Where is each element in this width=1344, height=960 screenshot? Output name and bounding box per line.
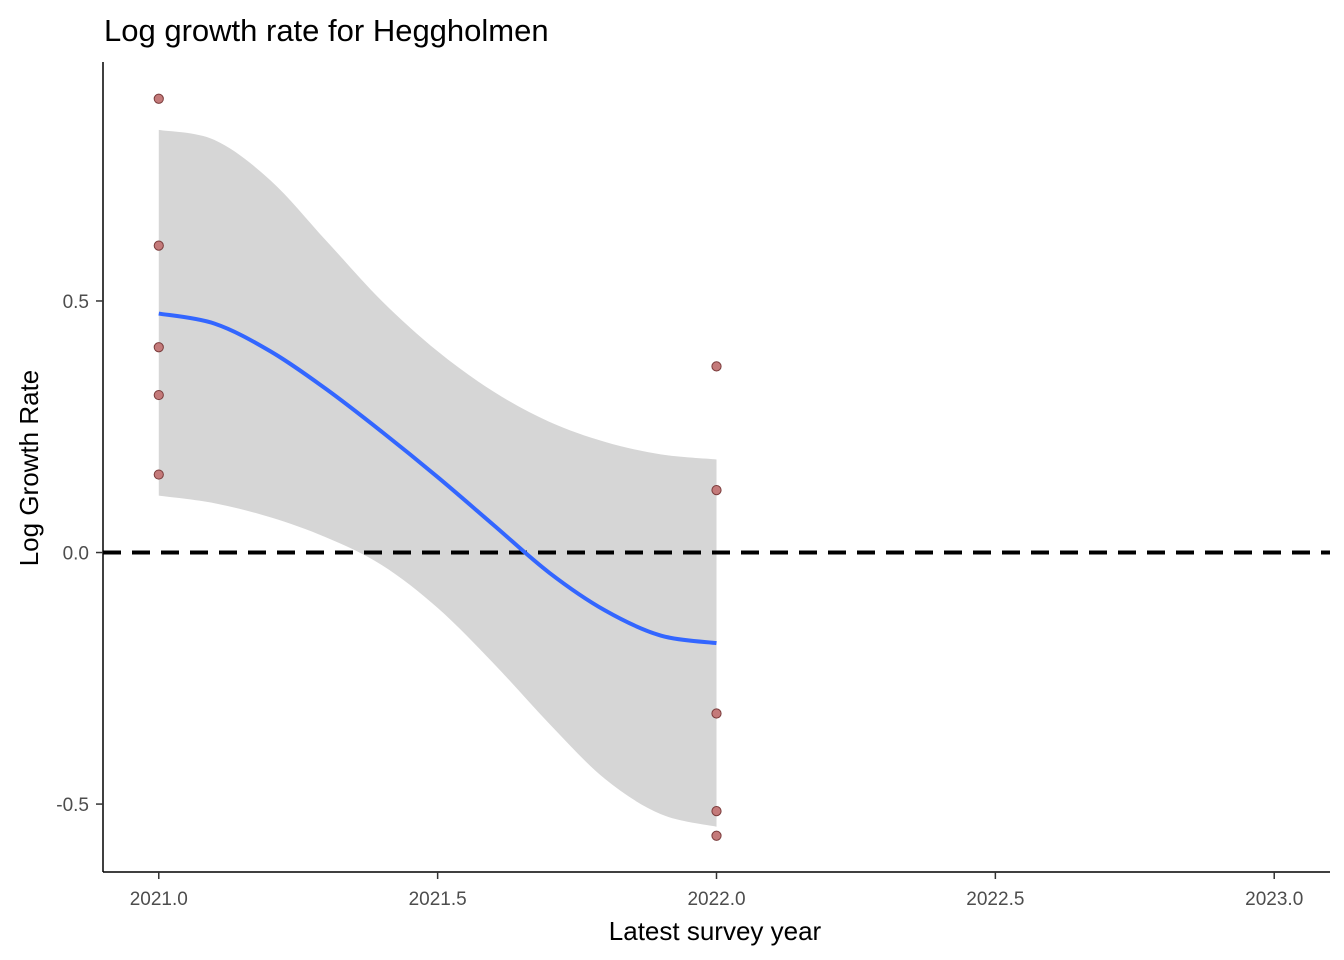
- smooth-trend-line: [158, 311, 717, 646]
- data-points: [153, 93, 722, 841]
- data-point: [153, 240, 164, 251]
- plot-area: [103, 93, 1330, 841]
- x-tick-label: 2022.0: [687, 889, 745, 910]
- x-tick-label: 2023.0: [1245, 889, 1303, 910]
- x-axis-ticks: 2021.0 2021.5 2022.0 2022.5 2023.0: [130, 872, 1303, 910]
- y-axis-title: Log Growth Rate: [14, 370, 44, 567]
- data-point: [153, 469, 164, 480]
- data-point: [153, 93, 164, 104]
- data-point: [153, 342, 164, 353]
- data-point: [711, 806, 722, 817]
- x-tick-label: 2022.5: [966, 889, 1024, 910]
- y-axis-ticks: -0.5 0.0 0.5: [56, 292, 103, 816]
- data-point: [711, 830, 722, 841]
- y-tick-label: 0.0: [63, 544, 89, 565]
- data-point: [711, 708, 722, 719]
- x-axis-title: Latest survey year: [609, 916, 822, 946]
- y-tick-label: 0.5: [63, 292, 89, 313]
- chart-title: Log growth rate for Heggholmen: [104, 13, 549, 48]
- data-point: [711, 361, 722, 372]
- y-tick-label: -0.5: [56, 795, 89, 816]
- data-point: [711, 485, 722, 496]
- x-tick-label: 2021.5: [409, 889, 467, 910]
- data-point: [153, 389, 164, 401]
- x-tick-label: 2021.0: [130, 889, 188, 910]
